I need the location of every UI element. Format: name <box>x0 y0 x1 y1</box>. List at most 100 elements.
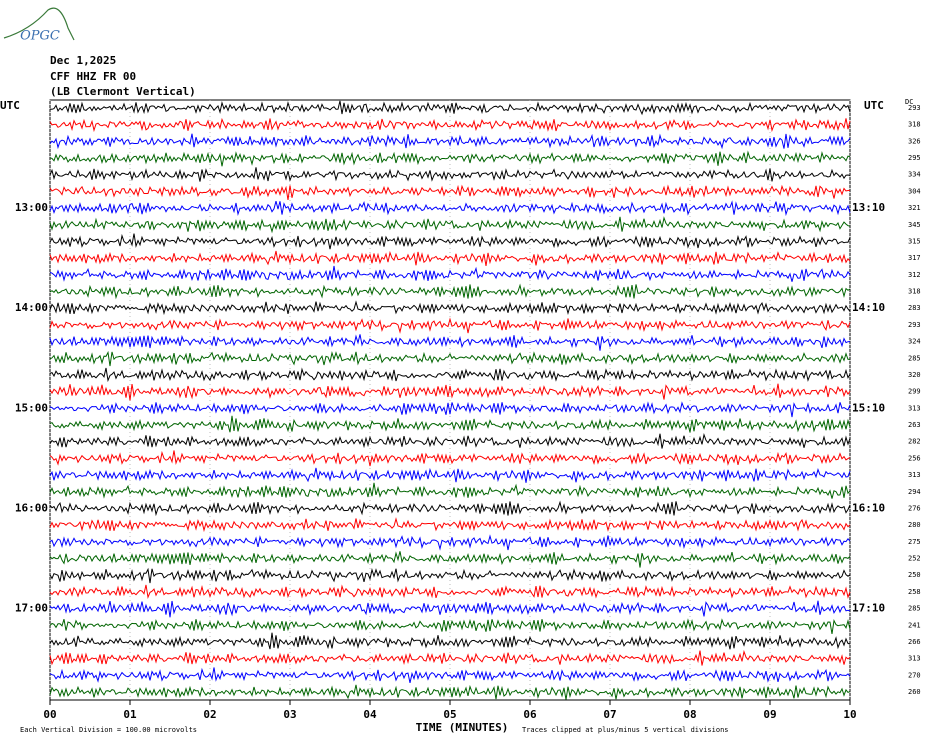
trace <box>49 250 851 266</box>
trace <box>49 383 851 401</box>
dc-header: DC <box>905 98 913 106</box>
trace <box>49 649 851 666</box>
dc-value: 270 <box>908 671 921 679</box>
x-tick-label: 08 <box>683 708 696 721</box>
trace <box>49 200 851 217</box>
trace <box>49 300 851 316</box>
trace <box>49 117 851 133</box>
dc-value: 283 <box>908 304 921 312</box>
dc-value: 293 <box>908 321 921 329</box>
dc-value: 312 <box>908 271 921 279</box>
trace <box>49 415 851 433</box>
x-tick-label: 06 <box>523 708 537 721</box>
trace <box>49 150 851 167</box>
footer-note: Each Vertical Division = 100.00 microvol… <box>20 726 197 734</box>
time-label: 14:10 <box>852 301 885 314</box>
x-tick-label: 10 <box>843 708 856 721</box>
trace <box>49 334 851 351</box>
dc-value: 282 <box>908 438 921 446</box>
dc-value: 321 <box>908 204 921 212</box>
time-label: 16:00 <box>15 501 48 514</box>
dc-value: 326 <box>908 137 921 145</box>
dc-value: 317 <box>908 254 921 262</box>
logo-mark <box>3 7 75 41</box>
dc-value: 263 <box>908 421 921 429</box>
x-tick-label: 01 <box>123 708 137 721</box>
dc-value: 266 <box>908 638 921 646</box>
dc-value: 276 <box>908 504 921 512</box>
trace <box>49 517 851 533</box>
trace <box>49 367 851 383</box>
trace <box>49 482 851 499</box>
trace <box>49 632 851 650</box>
header-line: Dec 1,2025 <box>50 54 116 67</box>
x-tick-label: 00 <box>43 708 56 721</box>
trace <box>49 618 851 634</box>
header-line: (LB Clermont Vertical) <box>50 85 196 98</box>
utc-label: UTC <box>864 99 884 112</box>
dc-value: 324 <box>908 338 921 346</box>
time-label: 15:10 <box>852 401 885 414</box>
dc-value: 260 <box>908 688 921 696</box>
trace <box>49 350 851 367</box>
trace <box>49 684 851 700</box>
x-tick-label: 03 <box>283 708 296 721</box>
trace <box>49 551 851 568</box>
dc-value: 315 <box>908 237 921 245</box>
dc-value: 313 <box>908 404 921 412</box>
dc-value: 241 <box>908 621 921 629</box>
trace <box>49 401 851 418</box>
footer-note: Traces clipped at plus/minus 5 vertical … <box>522 726 729 734</box>
time-label: 13:10 <box>852 201 885 214</box>
dc-value: 275 <box>908 538 921 546</box>
time-label: 16:10 <box>852 501 885 514</box>
trace <box>49 584 851 600</box>
trace <box>49 100 851 116</box>
dc-value: 334 <box>908 171 921 179</box>
dc-value: 285 <box>908 354 921 362</box>
x-tick-label: 05 <box>443 708 456 721</box>
dc-value: 250 <box>908 571 921 579</box>
dc-value: 285 <box>908 605 921 613</box>
trace <box>49 500 851 517</box>
x-tick-label: 07 <box>603 708 616 721</box>
x-tick-label: 09 <box>763 708 776 721</box>
dc-value: 320 <box>908 371 921 379</box>
trace <box>49 184 851 200</box>
trace <box>49 216 851 234</box>
time-label: 13:00 <box>15 201 48 214</box>
time-label: 17:10 <box>852 602 885 615</box>
x-tick-label: 04 <box>363 708 377 721</box>
dc-value: 318 <box>908 288 921 296</box>
dc-value: 304 <box>908 187 921 195</box>
trace <box>49 567 851 584</box>
utc-label: UTC <box>0 99 20 112</box>
dc-value: 294 <box>908 488 921 496</box>
trace <box>49 317 851 334</box>
trace <box>49 600 851 618</box>
trace <box>49 467 851 483</box>
logo: OPGC <box>20 29 60 44</box>
dc-value: 293 <box>908 104 921 112</box>
trace <box>49 265 851 282</box>
time-label: 15:00 <box>15 401 48 414</box>
trace <box>49 450 851 467</box>
dc-value: 318 <box>908 121 921 129</box>
dc-value: 258 <box>908 588 921 596</box>
dc-value: 313 <box>908 471 921 479</box>
dc-value: 299 <box>908 388 921 396</box>
trace <box>49 233 851 250</box>
x-tick-label: 02 <box>203 708 216 721</box>
trace <box>49 283 851 300</box>
dc-value: 252 <box>908 555 921 563</box>
dc-value: 280 <box>908 521 921 529</box>
trace <box>49 133 851 150</box>
trace <box>49 167 851 182</box>
dc-value: 313 <box>908 655 921 663</box>
dc-value: 256 <box>908 454 921 462</box>
x-axis-label: TIME (MINUTES) <box>416 721 509 734</box>
trace <box>49 667 851 684</box>
trace <box>49 432 851 449</box>
time-label: 17:00 <box>15 602 48 615</box>
